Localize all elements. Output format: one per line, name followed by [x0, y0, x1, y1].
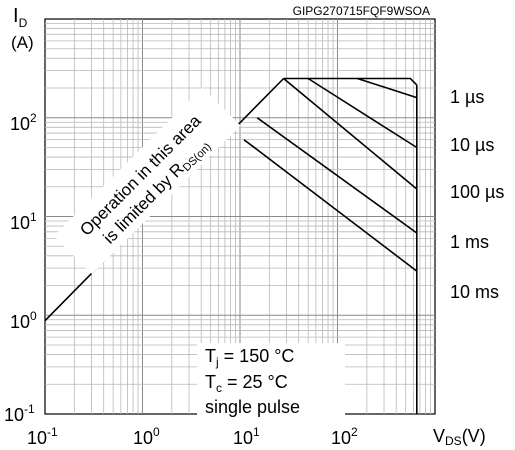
condition-pulse: single pulse [205, 397, 300, 417]
x-tick-label: 101 [233, 425, 260, 448]
x-axis-label: VDS(V) [433, 426, 486, 448]
curve-label-10ms: 10 ms [450, 282, 499, 302]
soa-curve-10-s [307, 77, 418, 149]
curve-label-1us: 1 µs [450, 87, 484, 107]
y-tick-label: 10-1 [4, 402, 35, 425]
soa-curve-current-limit [283, 77, 418, 86]
x-tick-label: 102 [331, 425, 358, 448]
x-tick-label: 10-1 [27, 425, 58, 448]
y-tick-label: 100 [10, 309, 37, 332]
condition-tj: Tj = 150 °C [205, 346, 294, 369]
soa-curve-1-ms [256, 117, 418, 234]
figure-code: GIPG270715FQF9WSOA [293, 4, 430, 18]
curve-label-100us: 100 µs [450, 182, 504, 202]
soa-curve-100-s [283, 77, 418, 190]
y-axis-label: ID [13, 5, 28, 30]
annotation-background [53, 87, 241, 275]
y-tick-label: 101 [10, 210, 37, 233]
grid-lines [45, 19, 435, 414]
soa-curve-1-s [357, 77, 418, 99]
curve-label-10us: 10 µs [450, 135, 494, 155]
y-tick-label: 102 [10, 111, 37, 134]
soa-curve-10-ms [243, 139, 418, 272]
y-axis-unit: (A) [11, 33, 34, 52]
conditions-background [197, 343, 345, 419]
conditions-box: Tj = 150 °C Tc = 25 °C single pulse [197, 343, 345, 419]
condition-tc: Tc = 25 °C [205, 372, 288, 395]
x-tick-label: 100 [133, 425, 160, 448]
curve-label-1ms: 1 ms [450, 232, 489, 252]
